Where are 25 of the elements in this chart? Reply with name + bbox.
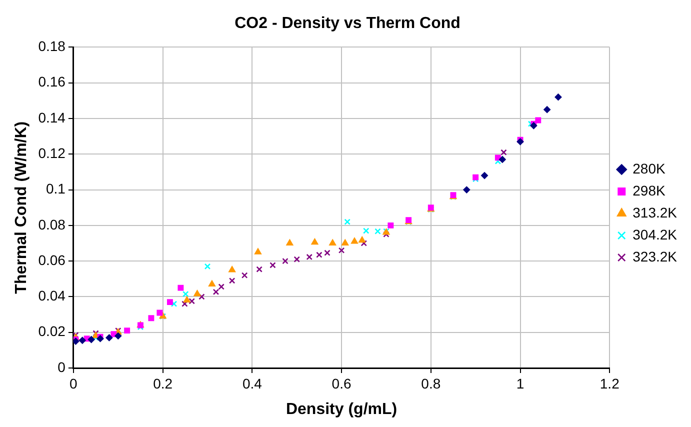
x-tick-label: 1.2 xyxy=(600,375,620,392)
x-tick-label: 1 xyxy=(516,375,524,392)
y-tick-label: 0.1 xyxy=(46,180,66,197)
x-tick-label: 0.4 xyxy=(242,375,262,392)
y-tick-label: 0.18 xyxy=(38,38,66,54)
y-tick-label: 0.04 xyxy=(38,288,66,304)
y-tick-label: 0.14 xyxy=(38,109,66,126)
legend-label: 323.2K xyxy=(632,248,678,264)
y-tick-label: 0.12 xyxy=(38,144,66,161)
y-tick-label: 0 xyxy=(58,358,66,375)
legend-label: 313.2K xyxy=(632,204,678,220)
chart-title: CO2 - Density vs Therm Cond xyxy=(234,15,460,32)
x-axis-title: Density (g/mL) xyxy=(286,400,398,418)
x-tick-label: 0.6 xyxy=(332,375,352,392)
y-tick-label: 0.16 xyxy=(38,74,66,90)
y-tick-label: 0.06 xyxy=(38,252,66,268)
legend-label: 280K xyxy=(632,160,666,176)
x-tick-label: 0 xyxy=(70,375,78,392)
y-tick-label: 0.02 xyxy=(38,323,66,340)
y-axis-title: Thermal Cond (W/m/K) xyxy=(13,121,30,294)
x-tick-label: 0.8 xyxy=(421,375,441,392)
legend-label: 304.2K xyxy=(632,226,678,242)
x-tick-label: 0.2 xyxy=(153,375,173,392)
y-tick-label: 0.08 xyxy=(38,216,66,232)
legend-label: 298K xyxy=(632,182,666,198)
